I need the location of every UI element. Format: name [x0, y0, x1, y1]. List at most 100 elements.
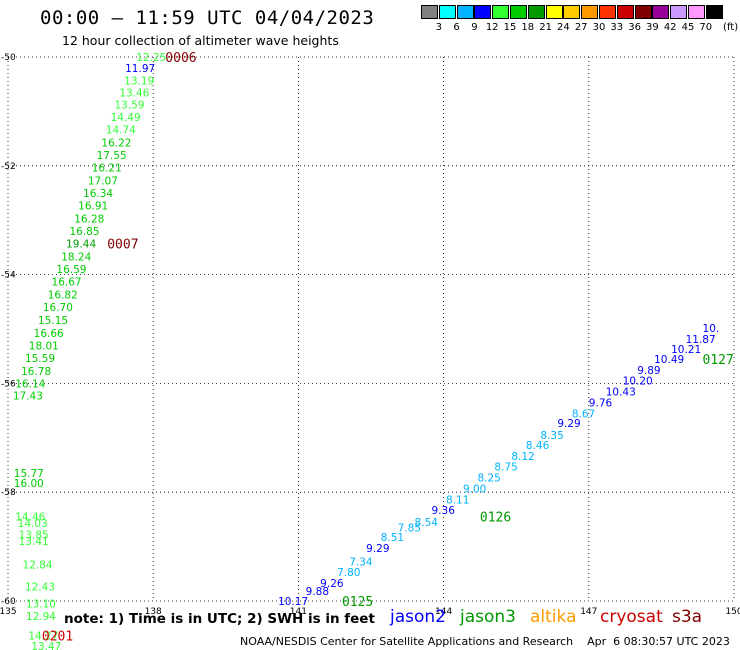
wave-height-value: 13.10: [26, 599, 56, 611]
footer-note: note: 1) Time is in UTC; 2) SWH is in fe…: [64, 611, 375, 627]
lat-tick-label: -52: [1, 162, 16, 172]
wave-height-value: 12.25: [136, 52, 166, 64]
wave-height-value: 7.34: [349, 556, 373, 568]
wave-height-value: 16.00: [14, 478, 44, 490]
lat-tick-label: -58: [1, 488, 16, 498]
legend-label: 21: [539, 22, 552, 33]
legend-swatch: [652, 5, 670, 19]
wave-height-value: 14.46: [15, 512, 45, 524]
pass-time-label: 0126: [480, 511, 511, 526]
wave-height-value: 9.29: [366, 543, 389, 555]
legend-label: 18: [521, 22, 535, 33]
wave-height-value: 17.43: [13, 390, 43, 402]
legend-swatch: [474, 5, 492, 19]
pass-time-labels: 0006 0007 0201 0125 0126 0127: [42, 51, 734, 644]
wave-height-value: 15.59: [25, 353, 55, 365]
wave-height-value: 10.43: [606, 387, 636, 399]
legend-swatch: [581, 5, 599, 19]
wave-height-value: 14.03: [18, 518, 48, 530]
wave-height-value: 17.07: [88, 175, 118, 187]
pass-time-label: 0201: [42, 629, 73, 644]
track-left: 12.2511.9713.1913.4613.5914.4914.7416.22…: [13, 52, 166, 402]
lat-tick-label: -60: [1, 597, 16, 607]
lon-tick-label: 138: [145, 607, 162, 617]
legend-swatch: [527, 5, 545, 19]
wave-height-value: 9.88: [306, 586, 329, 598]
legend-label: 12: [485, 22, 499, 33]
wave-height-value: 11.87: [686, 334, 716, 346]
axis-ticks: 135 138 141 144 147 150 -50 -52 -54 -56 -58 -60: [0, 53, 740, 617]
wave-height-value: 8.46: [526, 440, 550, 452]
legend-swatch: [545, 5, 563, 19]
legend-label: 24: [557, 22, 570, 33]
pass-time-label: 0127: [703, 353, 734, 368]
wave-height-value: 8.51: [381, 532, 404, 544]
map-title: 00:00 — 11:59 UTC 04/04/2023: [40, 7, 375, 29]
legend-label: 27: [574, 22, 588, 33]
wave-height-value: 16.14: [15, 378, 45, 390]
satellite-altika: altika: [530, 607, 577, 627]
satellite-jason2: jason2: [390, 607, 446, 627]
legend-swatch: [438, 5, 456, 19]
lat-tick-label: -54: [1, 271, 16, 281]
pass-time-label: 0006: [165, 51, 196, 66]
wave-height-value: 12.43: [25, 581, 55, 593]
wave-height-value: 16.22: [101, 137, 131, 149]
legend-label: 70: [699, 22, 713, 33]
pass-time-label: 0007: [107, 238, 138, 253]
legend-label: 42: [663, 22, 677, 33]
wave-height-value: 10.: [703, 323, 720, 335]
wave-height-value: 12.84: [23, 560, 53, 572]
legend-label: 36: [628, 22, 641, 33]
wave-height-value: 16.59: [56, 264, 86, 276]
legend-swatch: [599, 5, 616, 19]
legend-swatch: [510, 5, 527, 19]
lon-tick-label: 147: [580, 607, 597, 617]
wave-height-value: 10.17: [278, 596, 308, 608]
wave-height-value: 16.34: [83, 188, 113, 200]
wave-height-value: 8.35: [540, 430, 563, 442]
wave-height-value: 10.20: [623, 376, 653, 388]
wave-height-value: 12.94: [26, 611, 56, 623]
wave-height-value: 10.21: [671, 344, 701, 356]
wave-height-value: 15.77: [14, 468, 44, 480]
legend-swatch: [688, 5, 705, 19]
wave-height-value: 8.75: [494, 462, 517, 474]
legend-label: 30: [592, 22, 606, 33]
lon-tick-label: 135: [0, 607, 17, 617]
pass-time-label: 0125: [342, 595, 373, 610]
wave-height-value: 16.28: [74, 214, 104, 226]
wave-height-value: 16.82: [48, 290, 78, 302]
wave-height-value: 14.27: [28, 630, 58, 642]
lon-tick-label: 144: [435, 607, 452, 617]
wave-height-value: 16.67: [52, 277, 82, 289]
wave-height-value: 13.19: [124, 75, 154, 87]
wave-height-value: 13.41: [19, 536, 49, 548]
wave-height-value: 18.01: [29, 340, 59, 352]
wave-height-value: 8.12: [511, 451, 534, 463]
wave-height-value: 7.85: [398, 523, 421, 535]
legend-swatch: [421, 5, 438, 19]
wave-height-value: 9.00: [463, 483, 486, 495]
wave-height-value: 16.78: [21, 366, 51, 378]
legend-unit: (ft): [723, 22, 739, 33]
wave-height-value: 17.55: [97, 150, 127, 162]
wave-height-value: 13.47: [31, 641, 61, 650]
wave-height-value: 10.49: [654, 354, 684, 366]
wave-height-value: 8.67: [572, 408, 595, 420]
wave-height-value: 8.25: [477, 473, 500, 485]
credit-line: NOAA/NESDIS Center for Satellite Applica…: [240, 635, 730, 648]
wave-height-value: 8.11: [446, 494, 469, 506]
lat-tick-label: -56: [1, 379, 16, 389]
wave-height-value: 16.85: [69, 226, 99, 238]
wave-height-value: 7.80: [337, 567, 360, 579]
wave-height-value: 9.26: [320, 578, 344, 590]
wave-height-value: 16.91: [78, 201, 108, 213]
wave-height-value: 19.44: [66, 239, 96, 251]
legend-label: 45: [681, 22, 695, 33]
wave-height-value: 9.89: [637, 365, 660, 377]
legend-label: 33: [610, 22, 624, 33]
legend-label: 3: [435, 22, 442, 33]
legend-label: 39: [646, 22, 659, 33]
